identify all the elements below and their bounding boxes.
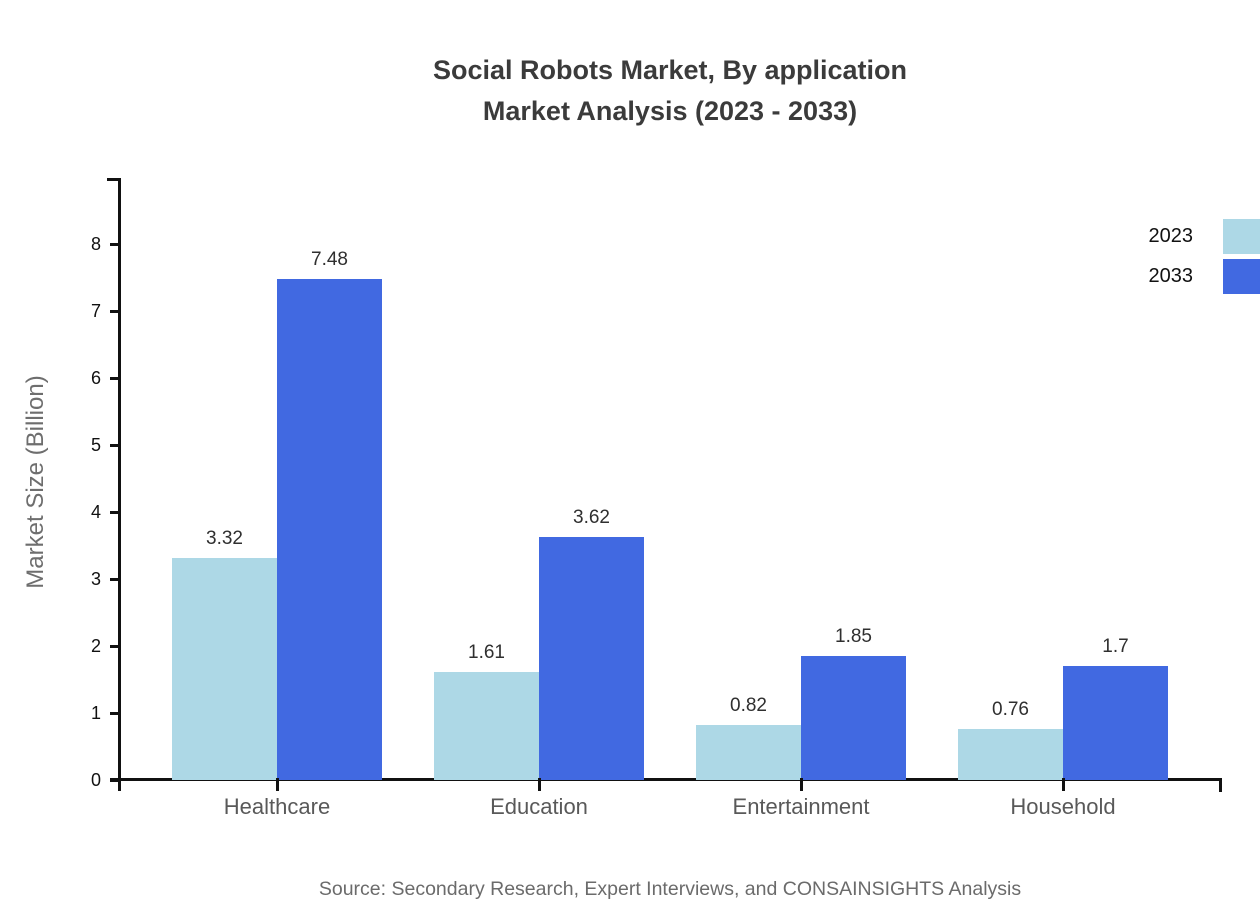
bar-value-label: 0.76 — [992, 699, 1029, 720]
bar-2033-household — [1063, 666, 1168, 780]
y-tick-label: 3 — [90, 569, 101, 589]
x-category-label: Household — [1010, 794, 1116, 819]
bar-value-label: 7.48 — [311, 249, 348, 270]
y-tick-mark — [110, 310, 119, 313]
bar-value-label: 3.62 — [573, 507, 610, 528]
x-tick-mark — [538, 778, 541, 791]
bar-value-label: 1.85 — [835, 626, 872, 647]
y-tick-label: 5 — [90, 435, 101, 455]
y-tick-mark — [110, 712, 119, 715]
y-axis-line — [118, 178, 121, 791]
x-axis-line — [110, 778, 1222, 781]
x-category-label: Entertainment — [732, 794, 870, 819]
bar-2023-household — [958, 729, 1063, 780]
source-note: Source: Secondary Research, Expert Inter… — [318, 878, 1022, 900]
y-tick-mark — [110, 444, 119, 447]
y-tick-label: 1 — [90, 703, 101, 723]
x-tick-mark — [1062, 778, 1065, 791]
bar-2023-education — [434, 672, 539, 780]
y-tick-mark — [110, 511, 119, 514]
x-tick-mark — [276, 778, 279, 791]
y-tick-mark — [110, 243, 119, 246]
bar-2033-healthcare — [277, 279, 382, 780]
legend-item-2033: 2033 — [1149, 259, 1260, 294]
bar-value-label: 3.32 — [206, 528, 243, 549]
y-tick-label: 8 — [90, 234, 101, 254]
legend-label: 2023 — [1148, 225, 1194, 247]
x-tick-mark — [800, 778, 803, 791]
x-category-label: Education — [490, 794, 588, 819]
x-axis-end-tick — [1219, 778, 1222, 792]
y-tick-mark — [110, 578, 119, 581]
y-tick-label: 7 — [90, 301, 101, 321]
y-tick-mark — [110, 645, 119, 648]
y-tick-mark — [110, 377, 119, 380]
y-axis-title: Market Size (Billion) — [22, 375, 49, 589]
bar-value-label: 1.61 — [468, 642, 505, 663]
chart-title-line1: Social Robots Market, By application — [432, 55, 908, 85]
bar-value-label: 1.7 — [1102, 636, 1129, 657]
y-tick-label: 4 — [90, 502, 101, 522]
bar-2033-entertainment — [801, 656, 906, 780]
legend: 2023 2033 — [1149, 219, 1260, 299]
legend-swatch — [1223, 219, 1260, 254]
y-tick-label: 2 — [90, 636, 101, 656]
bar-value-label: 0.82 — [730, 695, 767, 716]
y-axis-top-cap — [107, 178, 118, 181]
chart-title-line2: Market Analysis (2023 - 2033) — [482, 96, 858, 126]
legend-swatch — [1223, 259, 1260, 294]
chart-title: Social Robots Market, By application Mar… — [80, 50, 1260, 132]
bar-2023-healthcare — [172, 558, 277, 780]
x-category-label: Healthcare — [223, 794, 331, 819]
legend-label: 2033 — [1148, 265, 1194, 287]
legend-item-2023: 2023 — [1149, 219, 1260, 254]
bar-2033-education — [539, 537, 644, 780]
bar-2023-entertainment — [696, 725, 801, 780]
y-tick-label: 6 — [90, 368, 101, 388]
y-tick-label: 0 — [90, 770, 101, 790]
y-tick-mark — [110, 779, 119, 782]
